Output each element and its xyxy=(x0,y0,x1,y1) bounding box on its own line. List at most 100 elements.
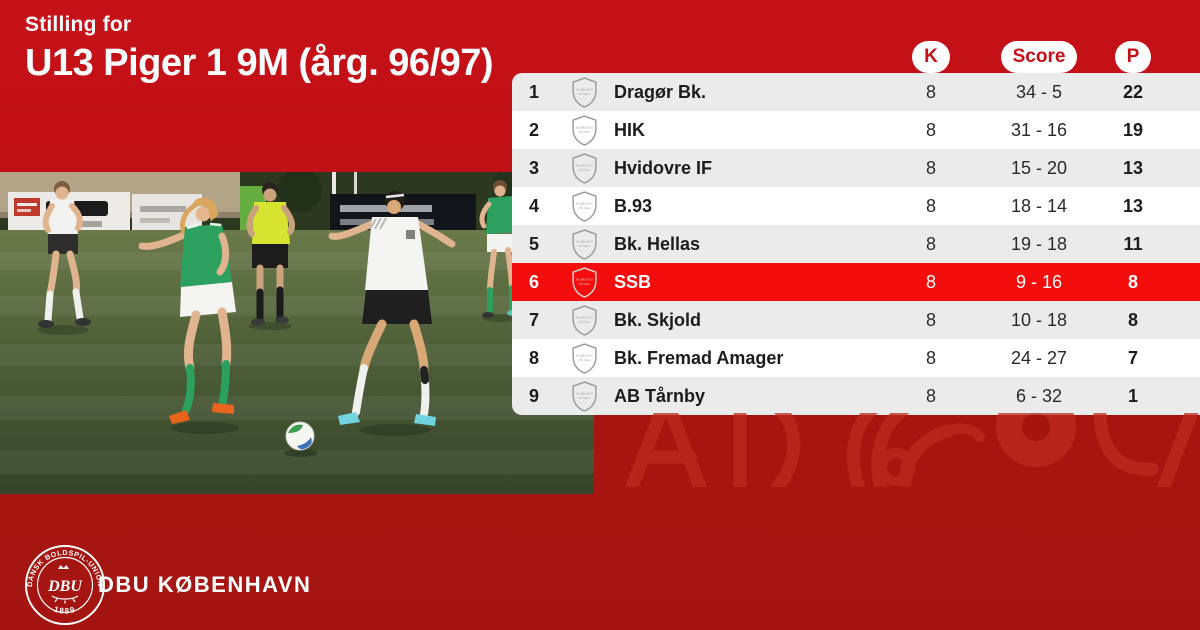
score-cell: 31 - 16 xyxy=(1010,119,1068,140)
referee xyxy=(246,182,295,330)
team-name: Bk. Skjold xyxy=(614,309,702,330)
score-cell: 34 - 5 xyxy=(1015,81,1063,102)
table-row: 4 KLUBLOGO PÅ VEJ B.93 8 18 - 14 13 xyxy=(512,187,1200,225)
points-cell: 7 xyxy=(1127,347,1138,368)
points-cell: 22 xyxy=(1122,81,1144,102)
svg-text:KLUBLOGO: KLUBLOGO xyxy=(575,391,593,395)
club-badge-cell: KLUBLOGO PÅ VEJ xyxy=(556,228,612,260)
svg-text:KLUBLOGO: KLUBLOGO xyxy=(575,353,593,357)
club-badge-icon: KLUBLOGO PÅ VEJ xyxy=(571,380,597,412)
played-cell: 8 xyxy=(925,119,936,140)
emblem-wing-icon xyxy=(51,595,79,604)
club-badge-cell: KLUBLOGO PÅ VEJ xyxy=(556,380,612,412)
emblem-monogram: DBU xyxy=(47,578,83,595)
played-cell: 8 xyxy=(925,385,936,406)
svg-text:KLUBLOGO: KLUBLOGO xyxy=(575,315,593,319)
svg-text:PÅ VEJ: PÅ VEJ xyxy=(579,357,590,362)
team-name: B.93 xyxy=(614,195,653,216)
team-name: HIK xyxy=(614,119,645,140)
rank-cell: 2 xyxy=(528,119,539,140)
svg-text:PÅ VEJ: PÅ VEJ xyxy=(579,167,590,172)
club-badge-icon: KLUBLOGO PÅ VEJ xyxy=(571,114,597,146)
club-badge-icon: KLUBLOGO PÅ VEJ xyxy=(571,266,597,298)
dbu-emblem: DANSK BOLDSPIL-UNION 1889 DBU xyxy=(25,545,105,625)
score-cell: 10 - 18 xyxy=(1010,309,1068,330)
column-badge-p: P xyxy=(1114,40,1152,73)
score-cell: 24 - 27 xyxy=(1010,347,1068,368)
table-header: K Score P xyxy=(512,40,1200,73)
svg-text:1889: 1889 xyxy=(53,605,78,616)
team-name: SSB xyxy=(614,271,652,292)
played-cell: 8 xyxy=(925,347,936,368)
rank-cell: 3 xyxy=(528,157,539,178)
svg-text:KLUBLOGO: KLUBLOGO xyxy=(575,239,593,243)
points-cell: 8 xyxy=(1127,309,1138,330)
rank-cell: 8 xyxy=(528,347,539,368)
svg-text:PÅ VEJ: PÅ VEJ xyxy=(579,91,590,96)
column-badge-score: Score xyxy=(1000,40,1078,73)
emblem-year-text: 1889 xyxy=(53,605,76,616)
club-badge-icon: KLUBLOGO PÅ VEJ xyxy=(571,342,597,374)
played-cell: 8 xyxy=(925,233,936,254)
score-cell: 6 - 32 xyxy=(1015,385,1063,406)
standings-table: K Score P 1 KLUBLOGO PÅ VEJ Dragør Bk. 8… xyxy=(512,40,1200,415)
table-row: 5 KLUBLOGO PÅ VEJ Bk. Hellas 8 19 - 18 1… xyxy=(512,225,1200,263)
points-cell: 11 xyxy=(1123,233,1143,254)
svg-text:PÅ VEJ: PÅ VEJ xyxy=(579,129,590,134)
svg-text:KLUBLOGO: KLUBLOGO xyxy=(575,125,593,129)
played-cell: 8 xyxy=(925,195,936,216)
club-badge-cell: KLUBLOGO PÅ VEJ xyxy=(556,152,612,184)
svg-text:KLUBLOGO: KLUBLOGO xyxy=(575,87,593,91)
club-badge-cell: KLUBLOGO PÅ VEJ xyxy=(556,304,612,336)
soccer-ball xyxy=(284,421,318,457)
played-cell: 8 xyxy=(925,157,936,178)
score-cell: 18 - 14 xyxy=(1010,195,1068,216)
points-cell: 19 xyxy=(1122,119,1144,140)
points-cell: 8 xyxy=(1127,271,1138,292)
rank-cell: 4 xyxy=(528,195,539,216)
table-row: 1 KLUBLOGO PÅ VEJ Dragør Bk. 8 34 - 5 22 xyxy=(512,73,1200,111)
table-row: 6 KLUBLOGO PÅ VEJ SSB 8 9 - 16 8 xyxy=(512,263,1200,301)
watermark-crest xyxy=(624,413,1199,487)
team-name: Dragør Bk. xyxy=(614,81,707,102)
table-row: 3 KLUBLOGO PÅ VEJ Hvidovre IF 8 15 - 20 … xyxy=(512,149,1200,187)
team-name: Bk. Fremad Amager xyxy=(614,347,784,368)
club-badge-cell: KLUBLOGO PÅ VEJ xyxy=(556,342,612,374)
page-title: U13 Piger 1 9M (årg. 96/97) xyxy=(25,42,494,84)
team-name: Hvidovre IF xyxy=(614,157,713,178)
played-cell: 8 xyxy=(925,271,936,292)
team-name: Bk. Hellas xyxy=(614,233,701,254)
table-rows: 1 KLUBLOGO PÅ VEJ Dragør Bk. 8 34 - 5 22… xyxy=(512,73,1200,415)
club-badge-cell: KLUBLOGO PÅ VEJ xyxy=(556,190,612,222)
player-white-right xyxy=(328,191,456,436)
rank-cell: 6 xyxy=(528,271,539,292)
table-row: 2 KLUBLOGO PÅ VEJ HIK 8 31 - 16 19 xyxy=(512,111,1200,149)
table-row: 8 KLUBLOGO PÅ VEJ Bk. Fremad Amager 8 24… xyxy=(512,339,1200,377)
points-cell: 13 xyxy=(1122,157,1144,178)
footer-org-name: DBU KØBENHAVN xyxy=(98,572,312,597)
team-name: AB Tårnby xyxy=(614,385,706,406)
column-badge-k: K xyxy=(912,40,950,73)
score-cell: 19 - 18 xyxy=(1010,233,1068,254)
table-row: 7 KLUBLOGO PÅ VEJ Bk. Skjold 8 10 - 18 8 xyxy=(512,301,1200,339)
emblem-crown-icon xyxy=(58,565,69,569)
svg-text:PÅ VEJ: PÅ VEJ xyxy=(579,395,590,400)
points-cell: 13 xyxy=(1122,195,1144,216)
svg-text:KLUBLOGO: KLUBLOGO xyxy=(575,201,593,205)
club-badge-cell: KLUBLOGO PÅ VEJ xyxy=(556,266,612,298)
club-badge-icon: KLUBLOGO PÅ VEJ xyxy=(571,152,597,184)
points-cell: 1 xyxy=(1127,385,1138,406)
club-badge-icon: KLUBLOGO PÅ VEJ xyxy=(571,228,597,260)
match-photo xyxy=(0,172,594,494)
played-cell: 8 xyxy=(925,81,936,102)
player-white-left xyxy=(37,181,91,335)
rank-cell: 9 xyxy=(528,385,539,406)
header-block: Stilling for U13 Piger 1 9M (årg. 96/97) xyxy=(25,13,494,85)
svg-text:KLUBLOGO: KLUBLOGO xyxy=(575,277,593,281)
club-badge-icon: KLUBLOGO PÅ VEJ xyxy=(571,190,597,222)
svg-text:PÅ VEJ: PÅ VEJ xyxy=(579,319,590,324)
played-cell: 8 xyxy=(925,309,936,330)
rank-cell: 7 xyxy=(528,309,539,330)
svg-text:PÅ VEJ: PÅ VEJ xyxy=(579,243,590,248)
